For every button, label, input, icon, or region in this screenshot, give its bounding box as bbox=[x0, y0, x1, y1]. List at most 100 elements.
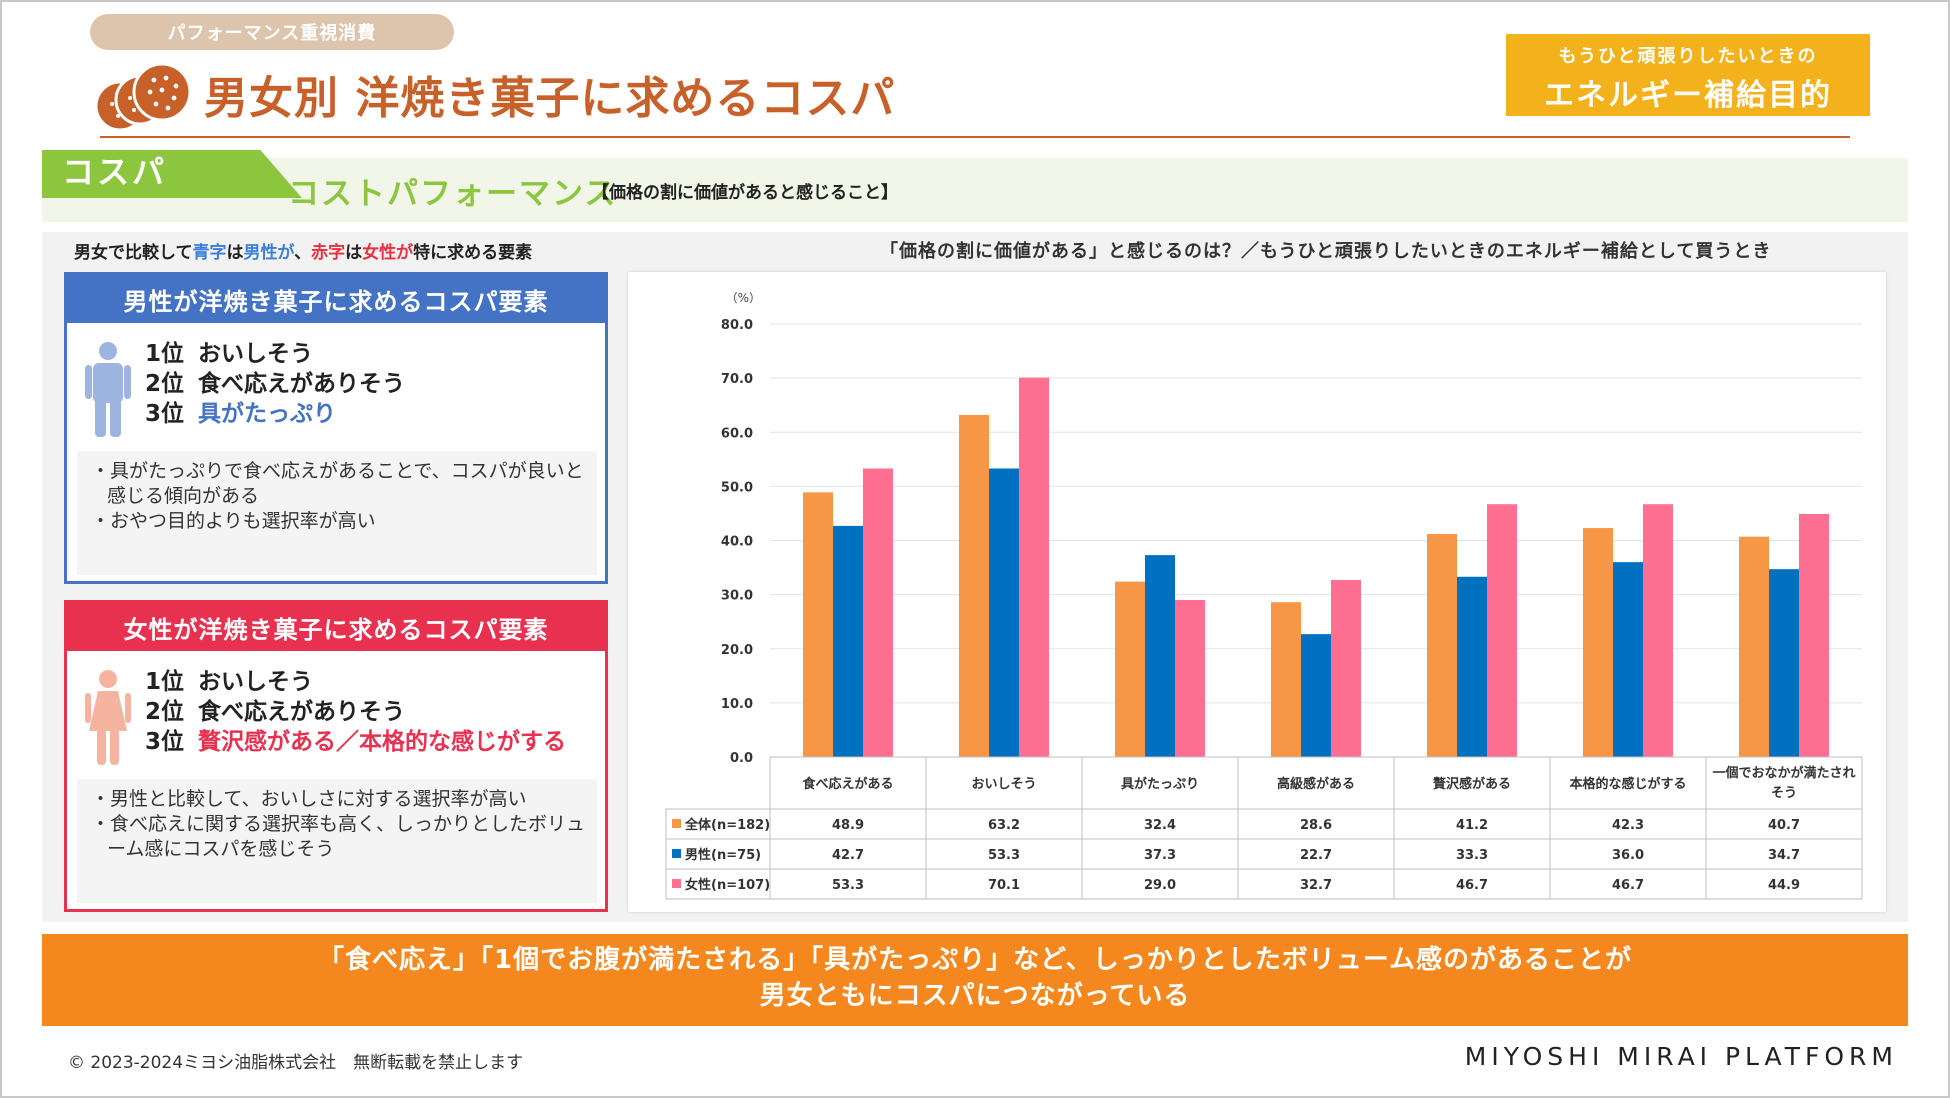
women-panel: 女性が洋焼き菓子に求めるコスパ要素 1位 おいしそう 2位 食べ応えがありそう 3位… bbox=[64, 600, 608, 912]
rank-number: 2位 bbox=[145, 699, 185, 725]
women-notes: ・男性と比較して、おいしさに対する選択率が高い ・食べ応えに関する選択率も高く、… bbox=[77, 779, 597, 903]
x-category-label: 一個でおなかが満たされ bbox=[1712, 765, 1855, 781]
legend-swatch bbox=[672, 849, 681, 858]
data-label: 44.9 bbox=[1768, 878, 1800, 893]
rank-item: 1位 おいしそう bbox=[145, 667, 580, 697]
bar bbox=[1175, 600, 1205, 757]
rank-label-highlight: 贅沢感がある／本格的な感じがする bbox=[198, 729, 567, 755]
legend-swatch bbox=[672, 879, 681, 888]
data-label: 36.0 bbox=[1612, 848, 1644, 863]
data-label: 63.2 bbox=[988, 818, 1020, 833]
cookie-icon bbox=[96, 62, 192, 132]
x-category-label: 具がたっぷり bbox=[1121, 776, 1199, 792]
compare-note-blue: 青字 bbox=[192, 243, 227, 263]
energy-main-label: エネルギー補給目的 bbox=[1544, 78, 1832, 113]
data-label: 40.7 bbox=[1768, 818, 1800, 833]
compare-note-women: 女性が bbox=[362, 243, 414, 263]
data-label: 46.7 bbox=[1456, 878, 1488, 893]
data-label: 70.1 bbox=[988, 878, 1020, 893]
cospa-band bbox=[42, 158, 1908, 222]
bar bbox=[1115, 581, 1145, 757]
bar bbox=[989, 468, 1019, 757]
women-rank-list: 1位 おいしそう 2位 食べ応えがありそう 3位 贅沢感がある／本格的な感じがする bbox=[145, 667, 580, 757]
rank-label: 食べ応えがありそう bbox=[198, 371, 406, 397]
bar bbox=[1019, 377, 1049, 757]
men-panel: 男性が洋焼き菓子に求めるコスパ要素 1位 おいしそう 2位 食べ応えがありそう 3位… bbox=[64, 272, 608, 584]
y-tick-label: 20.0 bbox=[721, 643, 753, 658]
brand-logo-text: MIYOSHI MIRAI PLATFORM bbox=[1464, 1042, 1898, 1071]
data-label: 42.7 bbox=[832, 848, 864, 863]
data-label: 53.3 bbox=[832, 878, 864, 893]
y-tick-label: 40.0 bbox=[721, 535, 753, 550]
legend-label: 全体(n=182) bbox=[684, 817, 770, 833]
energy-purpose-badge: もうひと頑張りしたいときの エネルギー補給目的 bbox=[1506, 34, 1870, 116]
x-category-label: そう bbox=[1771, 786, 1797, 801]
bar bbox=[959, 414, 989, 757]
bar bbox=[1457, 576, 1487, 757]
note-item: ・おやつ目的よりも選択率が高い bbox=[91, 510, 376, 532]
rank-item: 1位 おいしそう bbox=[145, 339, 419, 369]
x-category-label: 贅沢感がある bbox=[1432, 776, 1511, 792]
bar bbox=[1271, 602, 1301, 757]
bar bbox=[833, 525, 863, 757]
y-tick-label: 10.0 bbox=[721, 697, 753, 712]
bar bbox=[863, 468, 893, 757]
rank-label-highlight: 具がたっぷり bbox=[198, 401, 337, 427]
rank-item: 2位 食べ応えがありそう bbox=[145, 697, 580, 727]
rank-number: 3位 bbox=[145, 401, 185, 427]
male-person-icon bbox=[85, 342, 131, 437]
men-notes: ・具がたっぷりで食べ応えがあることで、コスパが良いと感じる傾向がある ・おやつ目… bbox=[77, 451, 597, 575]
x-category-label: 高級感がある bbox=[1277, 776, 1355, 792]
female-person-icon bbox=[85, 670, 131, 765]
compare-note-red: 赤字 bbox=[311, 243, 346, 263]
y-tick-label: 60.0 bbox=[721, 426, 753, 441]
data-label: 42.3 bbox=[1612, 818, 1644, 833]
men-panel-title: 男性が洋焼き菓子に求めるコスパ要素 bbox=[67, 275, 605, 323]
data-label: 32.4 bbox=[1144, 818, 1176, 833]
data-label: 37.3 bbox=[1144, 848, 1176, 863]
bar bbox=[1331, 580, 1361, 757]
compare-note: 男女で比較して青字は男性が、赤字は女性が特に求める要素 bbox=[74, 238, 532, 263]
data-label: 46.7 bbox=[1612, 878, 1644, 893]
compare-note-text: 、 bbox=[294, 243, 312, 263]
compare-note-text: は bbox=[226, 243, 244, 263]
rank-number: 1位 bbox=[145, 341, 185, 367]
data-label: 33.3 bbox=[1456, 848, 1488, 863]
rank-label: おいしそう bbox=[198, 341, 314, 367]
bar bbox=[1643, 504, 1673, 757]
data-label: 22.7 bbox=[1300, 848, 1332, 863]
x-category-label: 本格的な感じがする bbox=[1569, 776, 1686, 792]
bar bbox=[1799, 513, 1829, 757]
y-tick-label: 0.0 bbox=[730, 751, 753, 766]
bar bbox=[1769, 569, 1799, 757]
x-category-label: おいしそう bbox=[971, 777, 1036, 792]
cospa-description: 【価格の割に価値があると感じること】 bbox=[592, 183, 898, 203]
cospa-heading: コストパフォーマンス bbox=[288, 176, 618, 212]
x-category-label: 食べ応えがある bbox=[802, 776, 893, 792]
bar bbox=[803, 492, 833, 757]
data-label: 41.2 bbox=[1456, 818, 1488, 833]
women-panel-title: 女性が洋焼き菓子に求めるコスパ要素 bbox=[67, 603, 605, 651]
bar bbox=[1487, 504, 1517, 757]
compare-note-text: は bbox=[345, 243, 363, 263]
legend-swatch bbox=[672, 819, 681, 828]
rank-number: 2位 bbox=[145, 371, 185, 397]
bar bbox=[1427, 534, 1457, 757]
note-item: ・食べ応えに関する選択率も高く、しっかりとしたボリューム感にコスパを感じそう bbox=[91, 813, 586, 860]
data-label: 28.6 bbox=[1300, 818, 1332, 833]
page-title: 男女別 洋焼き菓子に求めるコスパ bbox=[204, 73, 896, 124]
men-rank-list: 1位 おいしそう 2位 食べ応えがありそう 3位 具がたっぷり bbox=[145, 339, 419, 429]
chart-title: 「価格の割に価値がある」と感じるのは？／もうひと頑張りしたいときのエネルギー補給… bbox=[880, 241, 1772, 262]
bar-chart: （%） 0.0 10.0 20.0 30.0 40.0 50.0 60.0 70.0 80.0 食べ… bbox=[665, 291, 1863, 900]
bar bbox=[1145, 555, 1175, 757]
compare-note-text: 特に求める要素 bbox=[413, 243, 533, 263]
y-tick-label: 70.0 bbox=[721, 372, 753, 387]
data-label: 34.7 bbox=[1768, 848, 1800, 863]
compare-note-men: 男性が bbox=[243, 243, 295, 263]
cospa-tab: コスパ bbox=[42, 150, 302, 198]
note-item: ・男性と比較して、おいしさに対する選択率が高い bbox=[91, 788, 527, 810]
rank-number: 1位 bbox=[145, 669, 185, 695]
conclusion-banner: 「食べ応え」「1個でお腹が満たされる」「具がたっぷり」など、しっかりとしたボリュ… bbox=[42, 934, 1908, 1026]
rank-item: 2位 食べ応えがありそう bbox=[145, 369, 419, 399]
